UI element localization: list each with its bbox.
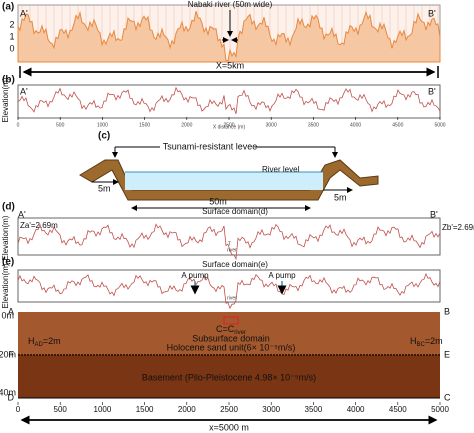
corner-label: C (444, 392, 451, 402)
annotation: Holocene sand unit(6× 10⁻⁵m/s) (167, 342, 296, 352)
x-tick-label: 1500 (136, 405, 154, 414)
corner-label: B (444, 306, 450, 316)
label-tail: =2m (43, 336, 61, 346)
elevation-profile (17, 10, 441, 63)
dimension-label: 5m (334, 192, 347, 202)
dimension-label: 50m (209, 196, 227, 206)
x-tick-label: 4500 (389, 405, 407, 414)
x-tick-label: 3000 (266, 122, 277, 128)
end-label: B' (430, 209, 438, 219)
x-tick-label: 4000 (347, 405, 365, 414)
x-tick-label: 1000 (97, 122, 108, 128)
annotation: A pump (268, 271, 296, 280)
panel-b-frame (17, 84, 441, 119)
depth-label: 0m (1, 310, 14, 320)
annotation: C=Criver (216, 324, 246, 335)
end-label: B' (428, 8, 436, 18)
label-main: H (410, 336, 417, 346)
label-tail: =2m (425, 336, 443, 346)
corner-label: F (9, 349, 15, 359)
annotation: A pump (181, 271, 209, 280)
x-tick-label: 2000 (181, 122, 192, 128)
elevation-profile (17, 223, 441, 261)
label-main: C=C (216, 324, 235, 334)
label-main: H (28, 336, 35, 346)
panel-label: (a) (2, 2, 14, 13)
end-label: A' (20, 86, 28, 96)
x-tick-label: 3500 (305, 405, 323, 414)
depth-label: -40m (0, 387, 16, 397)
x-tick-label: 0 (17, 122, 20, 128)
annotation: river (227, 247, 237, 253)
corner-label: E (444, 349, 450, 359)
x-tick-label: 1500 (139, 122, 150, 128)
panel-label: (b) (2, 75, 15, 86)
annotation: river (227, 295, 237, 301)
x-tick-label: 3500 (308, 122, 319, 128)
x-tick-label: 4500 (392, 122, 403, 128)
annotation: River level (262, 165, 300, 174)
y-axis-label: Elevation(m) (1, 215, 10, 260)
x-tick-label: 500 (54, 405, 68, 414)
x-tick-label: 2500 (223, 122, 234, 128)
x-tick-label: 1000 (94, 405, 112, 414)
elevation-profile (17, 86, 441, 115)
annotation: Tsunami-resistant levee (163, 141, 258, 151)
dimension-label: 5m (98, 183, 111, 193)
y-tick-label: 0 (9, 43, 14, 53)
x-tick-label: 5000 (431, 405, 449, 414)
annotation: HBC=2m (410, 336, 443, 347)
y-axis-label: Elevation(m) (1, 263, 10, 308)
y-tick-label: 2 (9, 19, 14, 29)
label-sub: BC (417, 342, 426, 348)
x-tick-label: 500 (56, 122, 65, 128)
end-label: B' (428, 86, 436, 96)
annotation: Nabaki river (50m wide) (188, 0, 273, 9)
label-sub: AD (35, 342, 44, 348)
annotation: HAD=2m (28, 336, 61, 347)
annotation: Basement (Pilo-Pleistocene 4.98× 10⁻⁵m/s… (142, 372, 316, 382)
corner-label: A (8, 306, 14, 316)
x-tick-label: 3000 (262, 405, 280, 414)
heading: Surface domain(e) (202, 260, 268, 269)
y-tick-label: 1 (9, 31, 14, 41)
panel-label: (c) (98, 131, 110, 142)
x-tick-label: 2500 (220, 405, 238, 414)
panel-label: (d) (2, 202, 15, 213)
x-tick-label: 5000 (434, 122, 445, 128)
depth-label: -20m (0, 349, 16, 359)
corner-label: D (8, 392, 15, 402)
end-label: A' (20, 8, 28, 18)
annotation: Subsurface domain (192, 333, 270, 343)
annotation: T (228, 241, 231, 247)
x-tick-label: 0 (16, 405, 21, 414)
panel-label: (e) (2, 257, 14, 268)
end-label: A' (18, 209, 26, 219)
label-sub: river (234, 330, 246, 336)
span-label: x=5000 m (209, 422, 249, 432)
heading: Surface domain(d) (202, 207, 268, 216)
span-label: X=5km (216, 60, 244, 70)
x-tick-label: 4000 (350, 122, 361, 128)
x-axis-label: X distance (m) (213, 124, 246, 130)
annotation: Zb'=2.69m (442, 223, 474, 232)
annotation: Za'=2.69m (20, 221, 58, 230)
x-tick-label: 2000 (178, 405, 196, 414)
elevation-profile (17, 272, 441, 310)
y-axis-label: Elevation(m) (1, 77, 10, 122)
